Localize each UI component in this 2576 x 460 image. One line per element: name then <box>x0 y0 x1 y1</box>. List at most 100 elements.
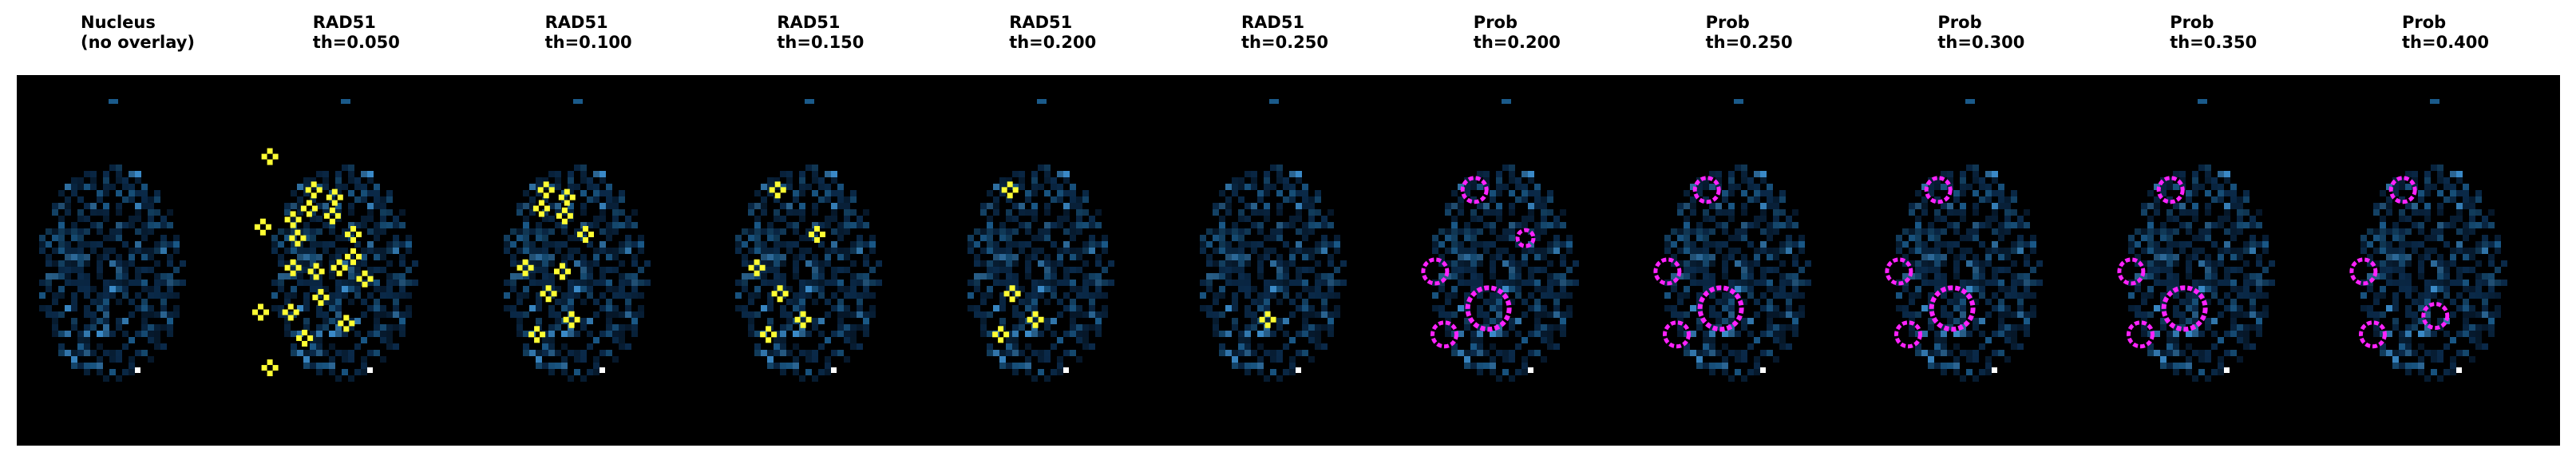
prob-spot-ring <box>2388 176 2417 204</box>
prob-spot-ring <box>1430 320 1458 349</box>
nucleus-texture <box>1200 99 1347 382</box>
panel-image-1 <box>39 99 186 382</box>
panel-title-line: th=0.400 <box>2402 33 2490 52</box>
rad51-spot-marker <box>537 181 555 199</box>
prob-spot-ring <box>1460 176 1489 204</box>
rad51-spot-marker <box>553 263 571 280</box>
panel-title-line: th=0.050 <box>312 33 400 52</box>
panel-image-10 <box>2117 99 2276 382</box>
rad51-spot-marker <box>1259 311 1276 328</box>
panel-title-2: RAD51 th=0.050 <box>313 13 400 53</box>
rad51-spot-marker <box>323 207 341 224</box>
panel-title-6: RAD51 th=0.250 <box>1241 13 1328 53</box>
panel-image-11 <box>2349 99 2507 382</box>
rad51-spot-marker <box>251 303 269 321</box>
rad51-spot-marker <box>558 188 576 206</box>
panel-title-line: th=0.100 <box>544 33 632 52</box>
rad51-spot-marker <box>540 285 557 303</box>
panel-title-line: th=0.200 <box>1473 33 1561 52</box>
panel-title-10: Prob th=0.350 <box>2170 13 2257 53</box>
rad51-spot-marker <box>344 226 362 244</box>
panel-title-3: RAD51 th=0.100 <box>545 13 632 53</box>
rad51-spot-marker <box>261 359 279 377</box>
panel-title-line: RAD51 <box>312 13 376 32</box>
rad51-spot-marker <box>1027 311 1044 328</box>
panel-title-line: (no overlay) <box>81 33 196 52</box>
prob-spot-ring <box>2117 257 2146 286</box>
panel-title-line: Nucleus <box>81 13 156 32</box>
panel-image-7 <box>1421 99 1579 382</box>
rad51-spot-marker <box>809 226 826 244</box>
panel-title-line: RAD51 <box>1009 13 1073 32</box>
prob-spot-ring <box>1697 285 1744 332</box>
rad51-spot-marker <box>556 207 573 224</box>
panel-title-line: th=0.150 <box>777 33 865 52</box>
prob-spot-ring <box>1692 176 1721 204</box>
prob-spot-ring <box>2359 320 2387 349</box>
panel-image-2 <box>251 99 418 382</box>
nucleus-texture <box>1896 99 2044 382</box>
panel-title-line: RAD51 <box>544 13 608 32</box>
prob-spot-ring <box>2161 285 2208 332</box>
rad51-spot-marker <box>254 218 271 236</box>
panel-title-1: Nucleus (no overlay) <box>81 13 195 53</box>
rad51-spot-marker <box>563 311 580 328</box>
rad51-spot-marker <box>289 229 307 247</box>
prob-spot-ring <box>2421 302 2450 331</box>
panel-title-line: Prob <box>1705 13 1750 32</box>
rad51-spot-marker <box>528 326 545 343</box>
nucleus-texture <box>2360 99 2507 382</box>
rad51-spot-marker <box>532 200 550 217</box>
rad51-spot-marker <box>284 259 302 276</box>
rad51-spot-marker <box>300 200 318 217</box>
prob-spot-ring <box>1894 320 1923 349</box>
panel-image-9 <box>1885 99 2044 382</box>
prob-spot-ring <box>1662 320 1691 349</box>
rad51-spot-marker <box>330 259 348 276</box>
nucleus-texture <box>1431 99 1579 382</box>
nucleus-texture <box>967 99 1115 382</box>
rad51-spot-marker <box>338 315 355 332</box>
rad51-spot-marker <box>760 326 778 343</box>
panel-title-line: Prob <box>1937 13 1982 32</box>
prob-spot-ring <box>1421 257 1450 286</box>
panel-title-line: th=0.300 <box>1937 33 2025 52</box>
panel-title-11: Prob th=0.400 <box>2402 13 2489 53</box>
prob-spot-ring <box>2349 257 2378 286</box>
prob-spot-ring <box>1929 285 1976 332</box>
prob-spot-ring <box>1652 257 1681 286</box>
rad51-spot-marker <box>992 326 1010 343</box>
nucleus-texture <box>39 99 186 382</box>
rad51-spot-marker <box>295 329 313 347</box>
rad51-spot-marker <box>748 259 766 276</box>
rad51-spot-marker <box>307 263 325 280</box>
image-strip <box>17 75 2560 446</box>
nucleus-texture <box>503 99 651 382</box>
rad51-spot-marker <box>344 248 362 265</box>
panel-title-line: RAD51 <box>1241 13 1305 32</box>
rad51-spot-marker <box>770 181 787 199</box>
panel-title-7: Prob th=0.200 <box>1474 13 1561 53</box>
rad51-spot-marker <box>282 303 299 321</box>
rad51-spot-marker <box>284 211 302 228</box>
nucleus-texture <box>2128 99 2276 382</box>
rad51-spot-marker <box>356 270 374 288</box>
panel-title-5: RAD51 th=0.200 <box>1009 13 1096 53</box>
rad51-spot-marker <box>794 311 812 328</box>
panel-title-line: Prob <box>2402 13 2447 32</box>
panel-title-4: RAD51 th=0.150 <box>777 13 864 53</box>
rad51-spot-marker <box>261 148 279 165</box>
panel-image-3 <box>503 99 651 382</box>
rad51-spot-marker <box>516 259 534 276</box>
panel-image-5 <box>967 99 1115 382</box>
rad51-spot-marker <box>305 181 322 199</box>
rad51-spot-marker <box>1003 285 1021 303</box>
panel-title-line: Prob <box>2170 13 2214 32</box>
rad51-spot-marker <box>312 288 330 306</box>
rad51-spot-marker <box>1001 181 1019 199</box>
prob-spot-ring <box>2156 176 2185 204</box>
panel-image-4 <box>735 99 883 382</box>
panel-image-8 <box>1652 99 1811 382</box>
prob-spot-ring <box>2127 320 2155 349</box>
panel-title-line: th=0.250 <box>1241 33 1329 52</box>
